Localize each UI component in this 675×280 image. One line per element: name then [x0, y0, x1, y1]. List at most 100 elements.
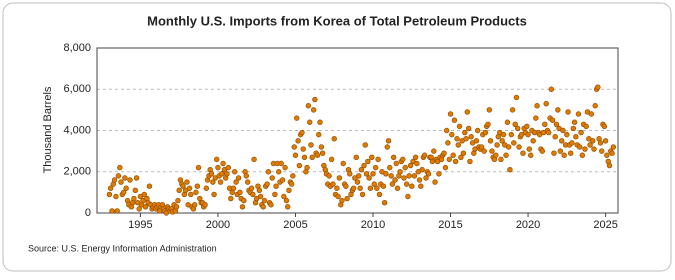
point	[233, 179, 239, 185]
point	[499, 138, 505, 144]
point	[465, 125, 472, 132]
point	[387, 164, 393, 171]
point	[292, 152, 299, 158]
x-tick-label: 2010	[361, 219, 385, 231]
point	[530, 138, 536, 144]
point	[353, 154, 359, 161]
point	[294, 115, 300, 121]
point	[330, 181, 336, 187]
point	[300, 146, 306, 152]
point	[314, 152, 321, 158]
point	[474, 127, 481, 134]
point	[456, 123, 463, 130]
point	[318, 144, 325, 150]
point	[407, 162, 414, 169]
point	[340, 160, 346, 167]
y-tick-label: 4,000	[63, 124, 91, 136]
point	[482, 129, 489, 136]
x-tick-label: 2020	[516, 219, 540, 231]
point	[590, 138, 596, 144]
point	[604, 152, 610, 158]
point	[610, 144, 617, 150]
point	[557, 148, 564, 154]
point	[361, 162, 367, 169]
point	[237, 189, 243, 196]
point	[265, 169, 272, 175]
point	[552, 133, 558, 140]
point	[120, 189, 127, 196]
point	[409, 183, 415, 189]
point	[366, 175, 372, 181]
point	[454, 136, 460, 142]
point	[188, 191, 194, 198]
point	[299, 129, 305, 136]
point	[599, 148, 605, 154]
y-tick-label: 6,000	[63, 83, 91, 95]
point	[498, 156, 504, 163]
point	[489, 148, 495, 154]
point	[452, 158, 459, 165]
point	[123, 185, 129, 191]
point	[463, 136, 469, 142]
point	[591, 146, 597, 152]
point	[573, 133, 579, 140]
point	[411, 173, 418, 179]
point	[180, 183, 186, 189]
point	[115, 173, 122, 179]
point	[503, 152, 509, 158]
point	[278, 160, 284, 167]
point	[260, 204, 266, 210]
point	[358, 166, 365, 173]
y-tick-label: 8,000	[63, 42, 91, 54]
point	[493, 152, 499, 158]
point	[442, 164, 449, 171]
point	[548, 86, 555, 92]
point	[578, 129, 584, 136]
point	[392, 177, 398, 183]
point	[228, 195, 234, 202]
point	[595, 84, 601, 90]
point	[184, 179, 190, 185]
point	[264, 181, 270, 187]
point	[296, 162, 303, 169]
point	[220, 160, 226, 167]
point	[317, 119, 323, 125]
point	[381, 199, 388, 206]
point	[273, 183, 279, 189]
point	[462, 129, 468, 136]
point	[261, 197, 268, 204]
point	[388, 173, 394, 179]
point	[542, 121, 548, 128]
point	[520, 150, 526, 156]
point	[460, 150, 467, 156]
point	[268, 202, 274, 208]
y-tick-label: 2,000	[63, 166, 91, 178]
point	[356, 173, 362, 179]
point	[305, 103, 312, 109]
point	[516, 144, 522, 150]
point	[283, 197, 290, 204]
point	[568, 150, 574, 156]
point	[393, 160, 399, 167]
point	[312, 96, 318, 103]
point	[331, 136, 337, 142]
point	[443, 127, 450, 134]
point	[587, 142, 593, 148]
point	[551, 150, 557, 156]
point	[458, 154, 464, 161]
point	[545, 129, 552, 136]
point	[436, 171, 442, 177]
point	[304, 164, 310, 171]
point	[359, 191, 366, 198]
point	[380, 183, 387, 189]
point	[225, 164, 232, 171]
point	[336, 175, 343, 181]
point	[385, 138, 392, 144]
point	[421, 152, 428, 158]
point	[447, 111, 454, 117]
point	[326, 173, 332, 179]
point	[370, 171, 376, 177]
point	[575, 111, 582, 117]
point	[376, 191, 383, 198]
